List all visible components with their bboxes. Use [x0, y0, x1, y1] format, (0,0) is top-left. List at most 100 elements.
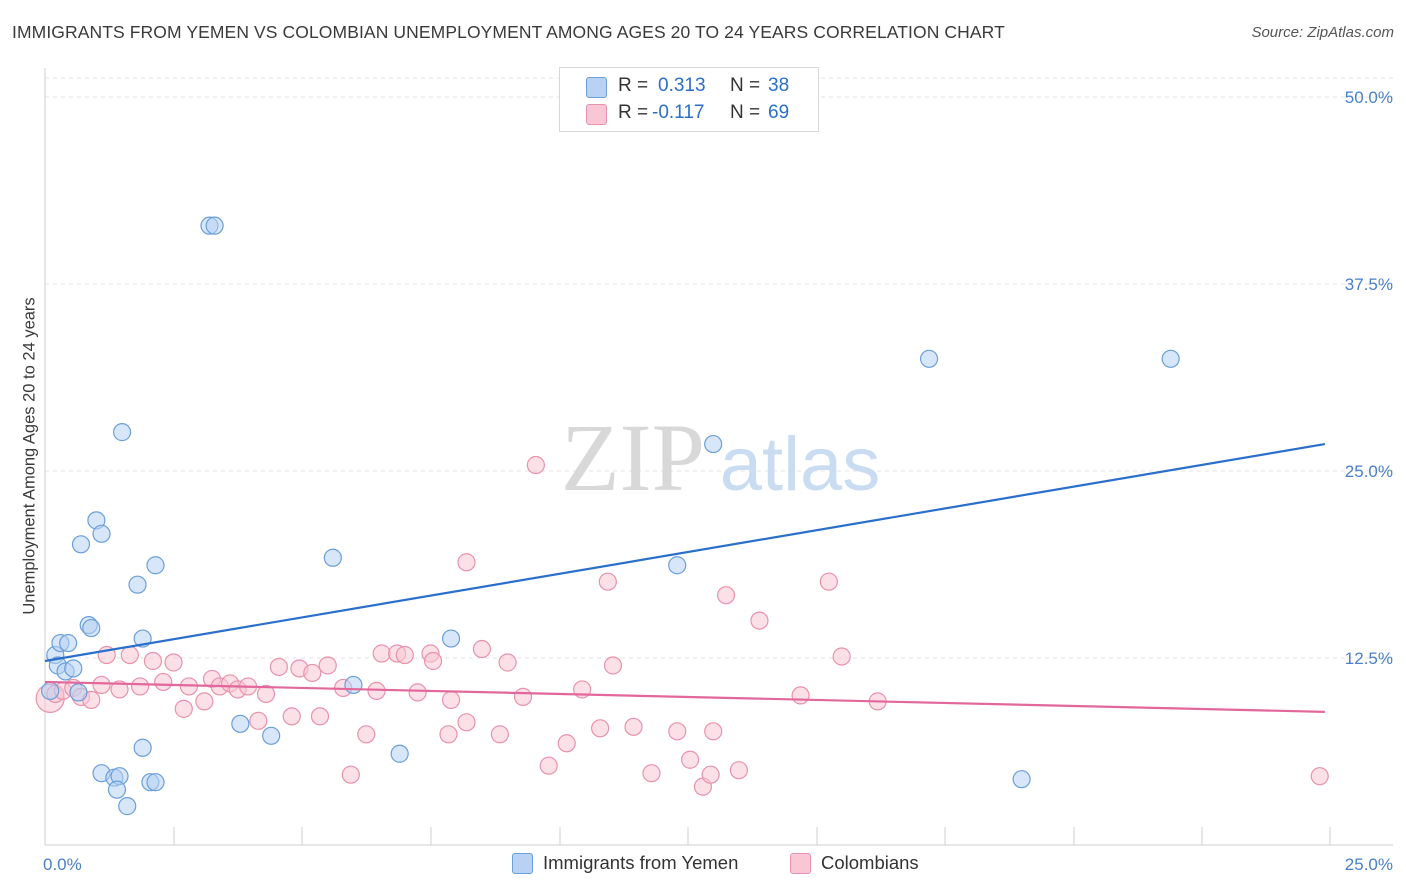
y-tick-label-1: 25.0%: [1345, 462, 1393, 481]
colombians-point-42: [457, 713, 476, 732]
yemen-point-30: [390, 744, 409, 763]
legend-r-label: R =: [618, 102, 649, 123]
grid-lines: [45, 77, 1393, 659]
colombians-point-36: [395, 645, 414, 665]
yemen-point-17: [118, 797, 137, 816]
colombians-point-41: [441, 690, 461, 709]
yemen-point-15: [107, 780, 127, 799]
x-tick-label-1: 25.0%: [1345, 855, 1393, 874]
bottom-legend-label-colombians: Colombians: [821, 852, 919, 873]
colombians-point-61: [704, 722, 723, 741]
colombians-trend-line: [44, 680, 1325, 713]
colombians-point-25: [282, 707, 301, 726]
yemen-point-37: [41, 681, 60, 701]
colombians-point-69: [1310, 767, 1329, 786]
yemen-point-29: [344, 675, 363, 695]
tick-labels: 12.5% 25.0% 37.5% 50.0% 0.0% 25.0%: [43, 88, 1393, 874]
yemen-point-33: [704, 434, 723, 454]
yemen-point-36: [1161, 349, 1180, 368]
colombians-point-16: [195, 692, 214, 711]
colombians-point-62: [716, 586, 736, 605]
colombians-point-56: [642, 764, 661, 783]
colombians-point-55: [624, 717, 643, 736]
colombians-points: [35, 455, 1329, 796]
colombians-point-11: [143, 651, 163, 671]
legend: R = 0.313 N = 38 R = -0.117 N = 69: [559, 67, 819, 132]
colombians-point-23: [256, 684, 276, 704]
colombians-point-12: [154, 672, 173, 692]
yemen-point-6: [69, 683, 88, 702]
colombians-point-67: [832, 647, 851, 666]
legend-r-value: 0.313: [658, 75, 706, 96]
yemen-point-16: [112, 423, 132, 442]
colombians-point-52: [591, 719, 610, 738]
yemen-point-23: [146, 556, 165, 575]
yemen-point-11: [92, 524, 111, 543]
y-tick-label-3: 50.0%: [1345, 88, 1393, 107]
colombians-point-47: [513, 687, 533, 706]
yemen-trend-line: [44, 442, 1326, 663]
colombians-point-13: [164, 653, 183, 672]
source-label: Source: ZipAtlas.com: [1251, 24, 1394, 41]
legend-n-value: 38: [768, 75, 790, 96]
y-tick-label-0: 12.5%: [1345, 649, 1393, 668]
colombians-point-14: [174, 699, 193, 718]
colombians-point-45: [490, 725, 509, 744]
colombians-point-40: [439, 725, 458, 744]
colombians-point-29: [318, 656, 337, 675]
colombians-point-58: [680, 750, 700, 769]
colombians-point-49: [539, 756, 558, 775]
bottom-legend-label-yemen: Immigrants from Yemen: [543, 852, 739, 873]
axes: [44, 68, 1393, 846]
colombians-point-32: [357, 725, 376, 744]
colombians-point-60: [701, 765, 720, 784]
colombians-point-50: [557, 734, 576, 753]
y-axis-label: Unemployment Among Ages 20 to 24 years: [20, 297, 39, 615]
legend-n-label: N =: [730, 102, 761, 123]
colombians-point-6: [92, 675, 111, 695]
yemen-point-27: [262, 726, 281, 745]
legend-n-value: 69: [768, 102, 790, 123]
chart-title: IMMIGRANTS FROM YEMEN VS COLOMBIAN UNEMP…: [12, 22, 1005, 42]
colombians-point-48: [526, 455, 545, 475]
yemen-point-32: [668, 556, 687, 575]
colombians-point-24: [269, 657, 288, 677]
colombians-point-53: [598, 572, 617, 591]
colombians-point-66: [819, 572, 838, 591]
yemen-point-9: [82, 618, 101, 638]
yemen-point-28: [323, 548, 342, 567]
colombians-point-46: [498, 653, 517, 672]
colombians-point-31: [341, 765, 360, 784]
yemen-point-25: [205, 216, 224, 235]
watermark-atlas: atlas: [720, 422, 881, 507]
yemen-point-19: [133, 738, 152, 757]
colombians-point-63: [729, 761, 749, 780]
yemen-point-31: [441, 629, 461, 648]
colombians-point-10: [130, 677, 150, 696]
yemen-point-18: [128, 575, 147, 594]
colombians-point-34: [372, 644, 391, 663]
yemen-point-34: [919, 349, 939, 368]
legend-swatch-pink: [586, 104, 607, 125]
colombians-point-57: [668, 722, 687, 741]
legend-r-value: -0.117: [652, 102, 705, 123]
legend-swatch-blue: [586, 77, 607, 98]
yemen-point-35: [1012, 770, 1031, 789]
x-tick-label-0: 0.0%: [43, 855, 82, 874]
colombians-point-64: [750, 611, 769, 630]
yemen-point-26: [231, 714, 250, 733]
colombians-point-39: [423, 651, 443, 671]
bottom-legend-swatch-pink: [790, 853, 811, 874]
colombians-point-27: [303, 663, 322, 683]
colombians-point-44: [472, 639, 491, 659]
colombians-point-28: [310, 707, 330, 726]
yemen-points: [41, 216, 1180, 816]
legend-r-label: R =: [618, 75, 649, 96]
colombians-point-43: [457, 553, 476, 572]
yemen-point-7: [71, 535, 91, 554]
yemen-point-3: [59, 633, 78, 653]
colombians-point-8: [110, 680, 129, 699]
bottom-legend-swatch-blue: [512, 853, 533, 874]
yemen-point-5: [64, 659, 83, 678]
